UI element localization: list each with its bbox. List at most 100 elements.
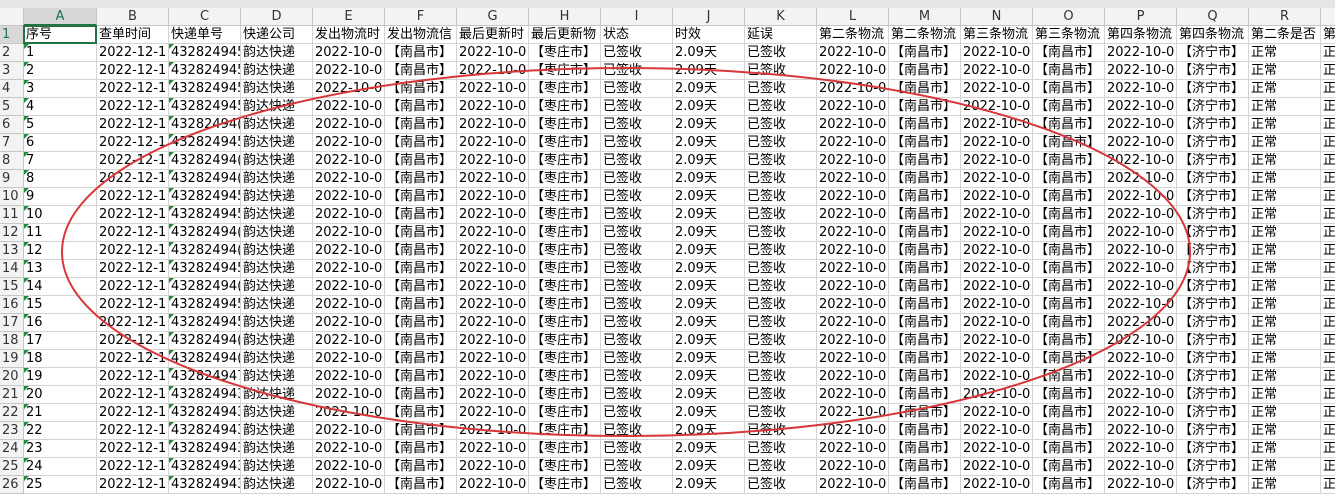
cell[interactable]: 2022-10-0 [457,206,529,224]
cell[interactable]: 43282494( [169,278,241,296]
cell[interactable]: 【枣庄市】 [529,368,601,386]
cell[interactable]: 【南昌市】 [1033,260,1105,278]
cell[interactable]: 【济宁市】 [1177,62,1249,80]
cell[interactable]: 2022-12-1 [97,296,169,314]
cell[interactable]: 【南昌市】 [1033,278,1105,296]
cell[interactable]: 2022-10-0 [961,296,1033,314]
cell[interactable]: 2022-10-0 [457,332,529,350]
cell[interactable]: 【济宁市】 [1177,350,1249,368]
cell[interactable]: 2022-10-0 [817,170,889,188]
cell[interactable]: 2022-12-1 [97,332,169,350]
cell[interactable]: 正常 [1249,188,1321,206]
cell[interactable]: 2022-10-0 [457,422,529,440]
cell[interactable]: 【济宁市】 [1177,152,1249,170]
cell[interactable]: 延误 [745,26,817,44]
cell[interactable]: 2022-12-1 [97,116,169,134]
cell[interactable]: 2022-10-0 [961,458,1033,476]
cell[interactable]: 24 [24,458,97,476]
cell[interactable]: 2022-12-1 [97,476,169,494]
cell[interactable]: 【枣庄市】 [529,476,601,494]
column-header[interactable]: A [24,8,97,26]
cell[interactable]: 2022-10-0 [817,278,889,296]
cell[interactable]: 已签收 [745,170,817,188]
cell[interactable]: 【济宁市】 [1177,188,1249,206]
cell[interactable]: 2022-10-0 [961,476,1033,494]
cell[interactable]: 正常 [1249,116,1321,134]
cell[interactable]: 正常 [1249,296,1321,314]
cell[interactable]: 2022-10-0 [313,152,385,170]
cell[interactable]: 2022-10-0 [457,98,529,116]
cell[interactable]: 2022-10-0 [313,332,385,350]
cell[interactable]: 正 [1321,278,1335,296]
cell[interactable]: 发出物流时 [313,26,385,44]
cell[interactable]: 2.09天 [673,116,745,134]
cell[interactable]: 已签收 [745,224,817,242]
cell[interactable]: 6 [24,134,97,152]
cell[interactable]: 2022-10-0 [1105,296,1177,314]
cell[interactable]: 【南昌市】 [1033,332,1105,350]
cell[interactable]: 【济宁市】 [1177,296,1249,314]
cell[interactable]: 2022-10-0 [961,152,1033,170]
column-header[interactable]: D [241,8,313,26]
cell[interactable]: 【枣庄市】 [529,98,601,116]
cell[interactable]: 正常 [1249,134,1321,152]
cell[interactable]: 2022-10-0 [961,134,1033,152]
cell[interactable]: 2022-10-0 [1105,206,1177,224]
cell[interactable]: 韵达快递 [241,242,313,260]
cell[interactable]: 【济宁市】 [1177,440,1249,458]
cell[interactable]: 【济宁市】 [1177,44,1249,62]
cell[interactable]: 正 [1321,44,1335,62]
row-header[interactable]: 25 [0,458,24,476]
cell[interactable]: 已签收 [601,170,673,188]
cell[interactable]: 2022-10-0 [313,476,385,494]
cell[interactable]: 韵达快递 [241,350,313,368]
cell[interactable]: 2022-10-0 [961,98,1033,116]
cell[interactable]: 正 [1321,458,1335,476]
cell[interactable]: 432824943 [169,386,241,404]
cell[interactable]: 【南昌市】 [385,350,457,368]
cell[interactable]: 韵达快递 [241,368,313,386]
cell[interactable]: 已签收 [745,260,817,278]
cell[interactable]: 2022-12-1 [97,458,169,476]
cell[interactable]: 【南昌市】 [889,134,961,152]
cell[interactable]: 正常 [1249,206,1321,224]
row-header[interactable]: 19 [0,350,24,368]
cell[interactable]: 2022-12-1 [97,314,169,332]
cell[interactable]: 已签收 [745,134,817,152]
cell[interactable]: 2.09天 [673,62,745,80]
cell[interactable]: 2022-10-0 [313,422,385,440]
cell[interactable]: 2022-10-0 [457,116,529,134]
cell[interactable]: 已签收 [601,368,673,386]
cell[interactable]: 【南昌市】 [889,116,961,134]
cell[interactable]: 15 [24,296,97,314]
cell[interactable]: 【南昌市】 [1033,350,1105,368]
cell[interactable]: 2022-10-0 [817,476,889,494]
cell[interactable]: 2022-10-0 [313,170,385,188]
cell[interactable]: 正 [1321,422,1335,440]
cell[interactable]: 【南昌市】 [889,188,961,206]
cell[interactable]: 2022-10-0 [313,188,385,206]
cell[interactable]: 【南昌市】 [1033,206,1105,224]
cell[interactable]: 韵达快递 [241,224,313,242]
row-header[interactable]: 5 [0,98,24,116]
cell[interactable]: 【南昌市】 [1033,170,1105,188]
cell[interactable]: 【济宁市】 [1177,242,1249,260]
cell[interactable]: 2 [24,62,97,80]
cell[interactable]: 2022-10-0 [817,314,889,332]
cell[interactable]: 2022-10-0 [961,422,1033,440]
cell[interactable]: 最后更新物 [529,26,601,44]
cell[interactable]: 韵达快递 [241,152,313,170]
column-header[interactable]: L [817,8,889,26]
cell[interactable]: 2022-10-0 [1105,404,1177,422]
cell[interactable]: 2.09天 [673,242,745,260]
cell[interactable]: 432824943 [169,440,241,458]
cell[interactable]: 【南昌市】 [1033,98,1105,116]
cell[interactable]: 2022-10-0 [1105,116,1177,134]
cell[interactable]: 已签收 [745,98,817,116]
cell[interactable]: 韵达快递 [241,404,313,422]
cell[interactable]: 432824945 [169,188,241,206]
cell[interactable]: 【南昌市】 [385,224,457,242]
cell[interactable]: 【南昌市】 [385,368,457,386]
cell[interactable]: 2022-10-0 [1105,134,1177,152]
cell[interactable]: 【南昌市】 [889,332,961,350]
